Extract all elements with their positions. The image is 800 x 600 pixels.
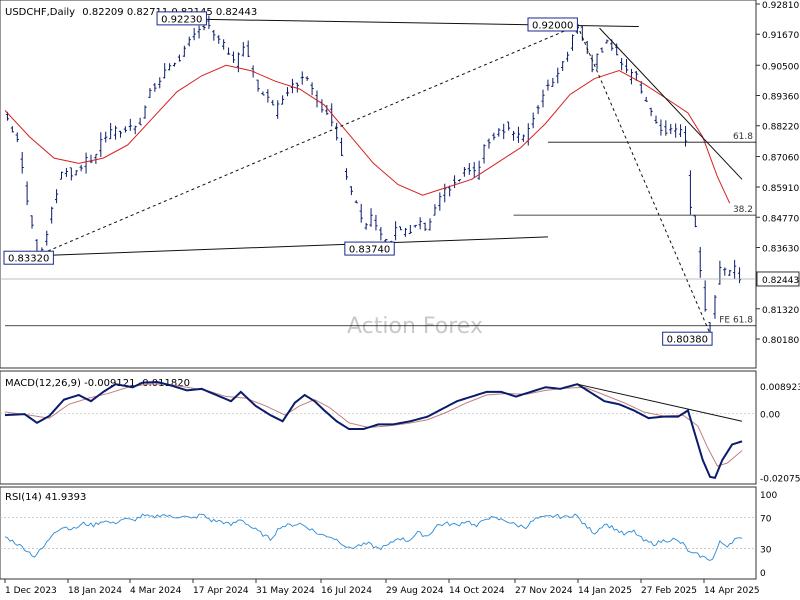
annotation-box [527, 17, 578, 32]
fib-level-label: 61.8 [733, 132, 753, 142]
trendline-lower-channel [36, 236, 548, 257]
chart-title: USDCHF,Daily 0.82209 0.82711 0.82145 0.8… [5, 7, 257, 18]
price-layer: 61.8 38.2 FE 61.8 0.92230 0.92000 0.83740 0.83… [0, 11, 756, 346]
price-tick-label: 0.89360 [762, 93, 799, 103]
annotation-label: 0.92230 [161, 14, 202, 25]
price-tick-label: 0.91670 [762, 31, 799, 41]
annotation-box [662, 331, 713, 346]
price-tick-label: 0.90500 [762, 62, 799, 72]
axes-layer: 0.92810 0.91670 0.90500 0.89360 0.88220 0.870… [4, 1, 800, 596]
price-tick-label: 0.80180 [762, 336, 799, 346]
fib-level-label: 38.2 [733, 205, 753, 215]
macd-panel-frame [0, 370, 757, 485]
rsi-tick-label: 100 [760, 491, 777, 501]
macd-tick-label: 0.008923 [760, 383, 800, 393]
annotation-box [3, 250, 54, 265]
annotation-label: 0.80380 [667, 335, 708, 346]
macd-trendline [577, 383, 743, 422]
price-tick-label: 0.82443 [762, 276, 799, 286]
annotation-box [156, 11, 207, 26]
x-tick-label: 29 Aug 2024 [386, 586, 444, 596]
annotation-label: 0.83320 [8, 254, 49, 265]
x-tick-label: 14 Oct 2024 [449, 586, 505, 596]
x-tick-label: 17 Apr 2024 [193, 586, 249, 596]
annotation-label: 0.92000 [532, 20, 573, 31]
annotation-box [344, 241, 395, 256]
macd-line [4, 381, 743, 479]
chart-symbol: USDCHF,Daily [5, 7, 75, 18]
annotation-label: 0.83740 [349, 245, 390, 256]
price-tick-label: 0.83630 [762, 244, 799, 254]
trendline-falling-trendline [599, 27, 743, 180]
macd-tick-label: -0.020759 [760, 475, 800, 485]
rsi-line [4, 513, 743, 561]
x-tick-label: 16 Jul 2024 [321, 586, 372, 596]
rsi-tick-label: 30 [760, 546, 772, 556]
price-tick-label: 0.81320 [762, 306, 799, 316]
macd-label: MACD(12,26,9) -0.009121 -0.011820 [5, 378, 190, 389]
x-tick-label: 27 Nov 2024 [515, 586, 573, 596]
price-tick-label: 0.85910 [762, 184, 799, 194]
price-panel-frame [0, 0, 757, 369]
trendline-dotted-projection [576, 25, 711, 334]
macd-signal-line [4, 383, 743, 467]
price-tick-label: 0.88220 [762, 123, 799, 133]
trendline-dotted-support [36, 25, 578, 257]
x-tick-label: 18 Jan 2024 [68, 586, 122, 596]
x-tick-label: 14 Apr 2025 [704, 586, 760, 596]
rsi-tick-label: 0 [760, 569, 766, 579]
x-tick-label: 31 May 2024 [256, 586, 315, 596]
watermark: Action Forex [347, 314, 483, 339]
price-tick-label: 0.84770 [762, 214, 799, 224]
x-tick-label: 4 Mar 2024 [130, 586, 182, 596]
macd-tick-label: 0.00 [760, 411, 780, 421]
current-price-box [756, 271, 800, 287]
price-tick-label: 0.87060 [762, 154, 799, 164]
x-tick-label: 1 Dec 2023 [5, 586, 57, 596]
rsi-layer [0, 513, 756, 561]
price-tick-label: 0.92810 [762, 1, 799, 11]
rsi-tick-label: 70 [760, 514, 772, 524]
rsi-panel-frame [0, 486, 757, 580]
x-tick-label: 27 Feb 2025 [641, 586, 697, 596]
moving-average-line [4, 64, 731, 204]
rsi-label: RSI(14) 41.9393 [5, 492, 86, 503]
x-tick-label: 14 Jan 2025 [578, 586, 632, 596]
macd-layer [0, 381, 756, 479]
fib-level-label: FE 61.8 [719, 316, 753, 326]
